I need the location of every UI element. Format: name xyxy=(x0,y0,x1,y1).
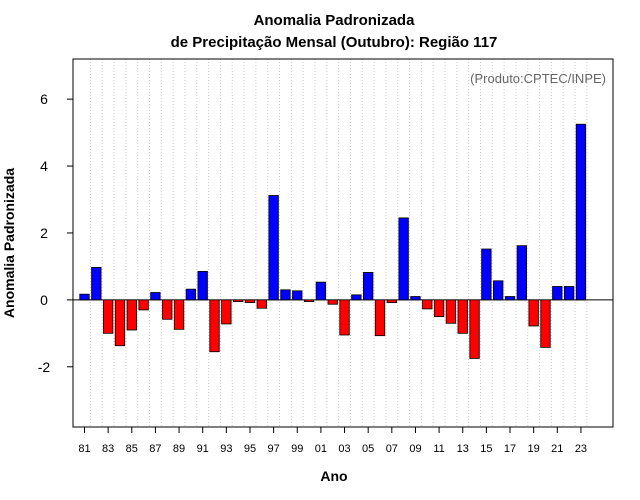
bar-84 xyxy=(114,299,126,347)
bar-86 xyxy=(138,299,149,311)
chart-subtitle: de Precipitação Mensal (Outubro): Região… xyxy=(171,34,498,51)
grid xyxy=(89,59,588,427)
bar-12 xyxy=(445,299,457,324)
bar-98 xyxy=(280,289,291,301)
bar-16 xyxy=(493,280,504,301)
y-tick-label: 4 xyxy=(40,158,48,174)
bar-07 xyxy=(386,299,397,303)
x-tick-label: 07 xyxy=(386,443,398,455)
bar-88 xyxy=(162,299,173,320)
bar-23 xyxy=(575,123,587,301)
x-tick-label: 99 xyxy=(291,443,303,455)
y-axis-title: Anomalia Padronizada xyxy=(1,168,17,318)
bar-17 xyxy=(504,296,516,301)
bar-91 xyxy=(197,271,208,301)
x-tick-label: 19 xyxy=(528,443,540,455)
x-axis: 81 83 85 87 89 91 93 95 97 99 01 03 05 07 09 11 13 15 17 19… xyxy=(78,427,587,455)
bar-06 xyxy=(374,299,386,337)
x-tick-label: 17 xyxy=(504,443,516,455)
x-tick-label: 97 xyxy=(267,443,279,455)
bar-21 xyxy=(552,286,563,301)
x-tick-label: 87 xyxy=(149,443,161,455)
bar-87 xyxy=(150,292,161,301)
y-axis: -2 0 2 4 6 xyxy=(38,91,73,375)
y-tick-label: 2 xyxy=(40,225,48,241)
x-tick-label: 23 xyxy=(575,443,587,455)
bar-11 xyxy=(433,299,445,318)
credit-text: (Produto:CPTEC/INPE) xyxy=(470,71,606,86)
bar-95 xyxy=(244,299,256,303)
bar-82 xyxy=(91,267,102,301)
x-tick-label: 21 xyxy=(551,443,563,455)
bar-96 xyxy=(256,299,267,309)
bar-94 xyxy=(233,299,244,302)
bar-19 xyxy=(528,299,539,327)
bar-09 xyxy=(410,296,421,301)
bar-83 xyxy=(102,299,114,334)
bar-15 xyxy=(481,248,492,301)
x-tick-label: 13 xyxy=(457,443,469,455)
x-tick-label: 93 xyxy=(220,443,232,455)
bar-93 xyxy=(221,299,232,325)
x-axis-title: Ano xyxy=(320,468,347,484)
bar-00 xyxy=(303,299,315,302)
bar-03 xyxy=(339,299,350,336)
x-tick-label: 15 xyxy=(480,443,492,455)
bar-08 xyxy=(398,217,409,301)
bars xyxy=(79,123,587,359)
x-tick-label: 95 xyxy=(244,443,256,455)
x-tick-label: 81 xyxy=(78,443,90,455)
bar-14 xyxy=(469,299,480,359)
y-tick-label: 0 xyxy=(40,292,48,308)
x-tick-label: 83 xyxy=(102,443,114,455)
plot-frame xyxy=(72,58,614,428)
bar-22 xyxy=(563,286,575,301)
x-tick-label: 09 xyxy=(409,443,421,455)
bar-89 xyxy=(173,299,185,330)
bar-90 xyxy=(185,288,197,301)
bar-97 xyxy=(268,195,279,301)
x-tick-label: 91 xyxy=(197,443,209,455)
x-tick-label: 89 xyxy=(173,443,185,455)
bar-85 xyxy=(126,299,137,331)
bar-81 xyxy=(79,293,90,301)
x-tick-label: 85 xyxy=(126,443,138,455)
bar-20 xyxy=(540,299,551,348)
bar-18 xyxy=(516,245,527,301)
x-tick-label: 05 xyxy=(362,443,374,455)
bar-04 xyxy=(351,294,362,301)
bar-99 xyxy=(292,290,303,301)
bar-05 xyxy=(363,272,374,301)
x-tick-label: 01 xyxy=(315,443,327,455)
y-tick-label: 6 xyxy=(40,91,48,107)
bar-10 xyxy=(422,299,433,310)
bar-92 xyxy=(209,299,220,353)
x-tick-label: 11 xyxy=(433,443,444,455)
bar-01 xyxy=(315,281,327,301)
x-tick-label: 03 xyxy=(338,443,350,455)
bar-02 xyxy=(327,299,338,305)
bar-13 xyxy=(457,299,468,334)
y-tick-label: -2 xyxy=(38,359,51,375)
chart-title: Anomalia Padronizada xyxy=(254,12,416,29)
